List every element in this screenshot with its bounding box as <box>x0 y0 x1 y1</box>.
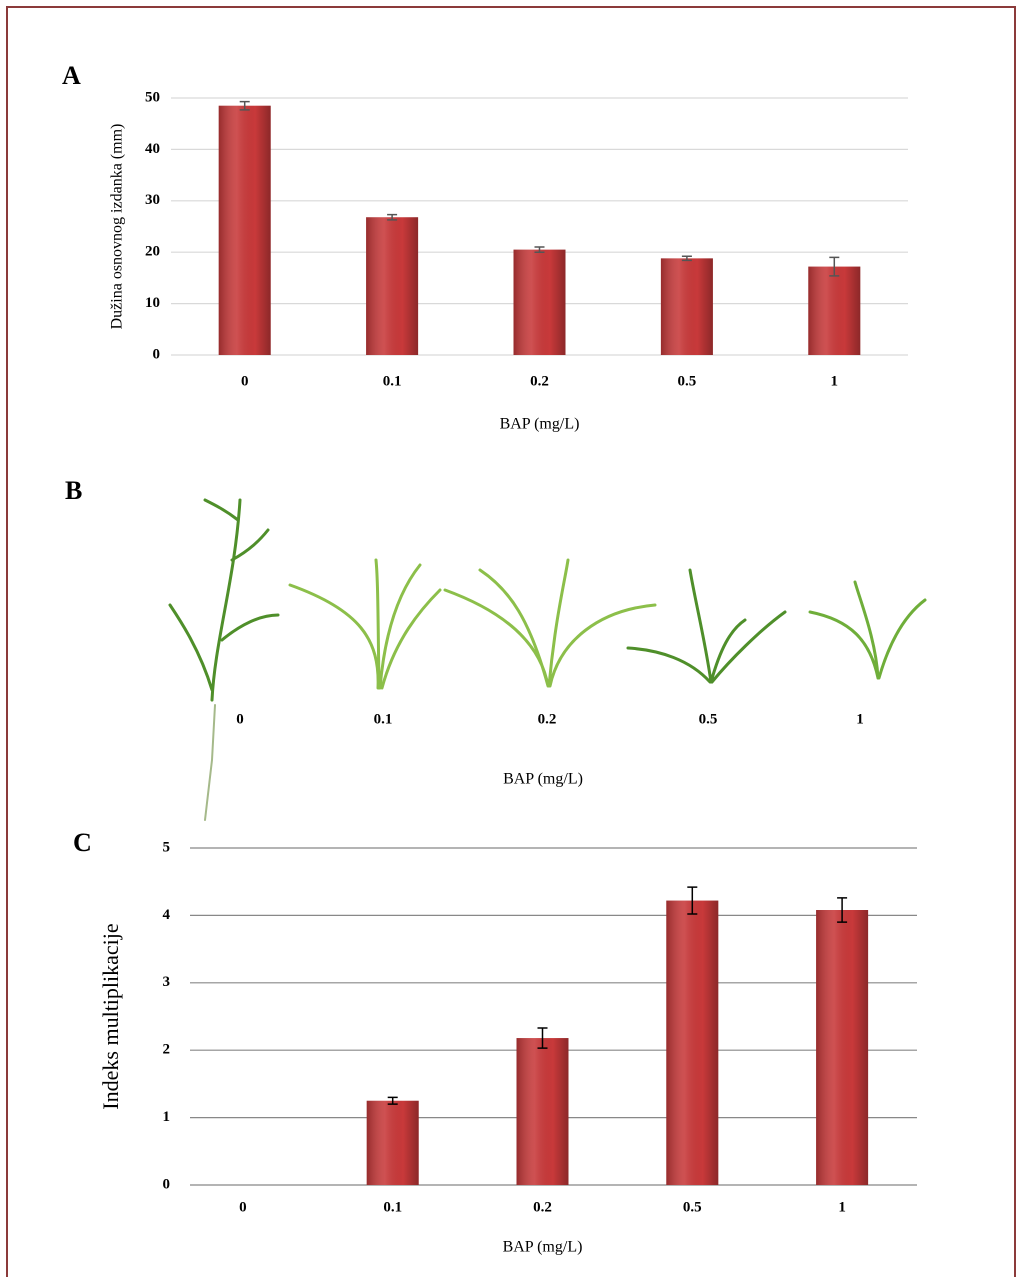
y-tick-label: 50 <box>145 89 160 105</box>
y-tick-label: 3 <box>163 974 171 990</box>
panel-label: C <box>73 828 92 857</box>
y-tick-label: 10 <box>145 295 160 311</box>
x-tick-label: 0.1 <box>383 373 402 389</box>
error-bar <box>534 246 545 253</box>
error-bar <box>687 886 698 915</box>
y-axis-label: Dužina osnovnog izdanka (mm) <box>109 124 126 330</box>
bar-shade <box>513 249 566 355</box>
photo-category-label: 1 <box>856 711 864 727</box>
y-tick-label: 4 <box>163 907 171 923</box>
bar-shade <box>666 900 719 1185</box>
bar-shade <box>816 910 869 1185</box>
error-bar <box>387 213 398 221</box>
y-tick-label: 40 <box>145 141 160 157</box>
error-bar <box>239 100 250 111</box>
y-tick-label: 1 <box>163 1109 171 1125</box>
y-tick-label: 2 <box>163 1042 171 1058</box>
photo-category-label: 0.2 <box>538 711 557 727</box>
bar-shade <box>366 1100 419 1185</box>
error-bar <box>681 255 692 262</box>
y-axis-label: Indeks multiplikacije <box>98 923 123 1109</box>
x-axis-label: BAP (mg/L) <box>500 416 580 433</box>
y-tick-label: 30 <box>145 192 160 208</box>
frame <box>6 6 1016 1277</box>
bar-shade <box>660 258 713 355</box>
error-bar <box>837 897 848 923</box>
y-tick-label: 0 <box>163 1176 171 1192</box>
photo-x-label: BAP (mg/L) <box>503 771 583 788</box>
x-tick-label: 0.1 <box>383 1199 402 1215</box>
x-tick-label: 0.2 <box>533 1199 552 1215</box>
x-tick-label: 0.2 <box>530 373 549 389</box>
x-tick-label: 0.5 <box>678 373 697 389</box>
error-bar <box>829 256 840 277</box>
bar-shade <box>366 217 419 355</box>
y-tick-label: 0 <box>153 346 161 362</box>
x-tick-label: 0.5 <box>683 1199 702 1215</box>
panel-label: B <box>65 476 82 505</box>
x-tick-label: 1 <box>838 1199 846 1215</box>
x-tick-label: 0 <box>239 1199 247 1215</box>
photo-category-label: 0.5 <box>699 711 718 727</box>
x-tick-label: 1 <box>831 373 839 389</box>
panel-label: A <box>62 61 81 90</box>
photo-category-label: 0 <box>236 711 244 727</box>
error-bar <box>537 1027 548 1049</box>
bar-shade <box>218 105 271 356</box>
plant-photos <box>168 498 927 821</box>
x-axis-label: BAP (mg/L) <box>503 1239 583 1256</box>
x-tick-label: 0 <box>241 373 249 389</box>
bar-shade <box>808 266 861 355</box>
y-tick-label: 5 <box>163 839 171 855</box>
photo-category-label: 0.1 <box>374 711 393 727</box>
y-tick-label: 20 <box>145 244 160 260</box>
error-bar <box>387 1096 398 1105</box>
bar-shade <box>516 1038 569 1185</box>
